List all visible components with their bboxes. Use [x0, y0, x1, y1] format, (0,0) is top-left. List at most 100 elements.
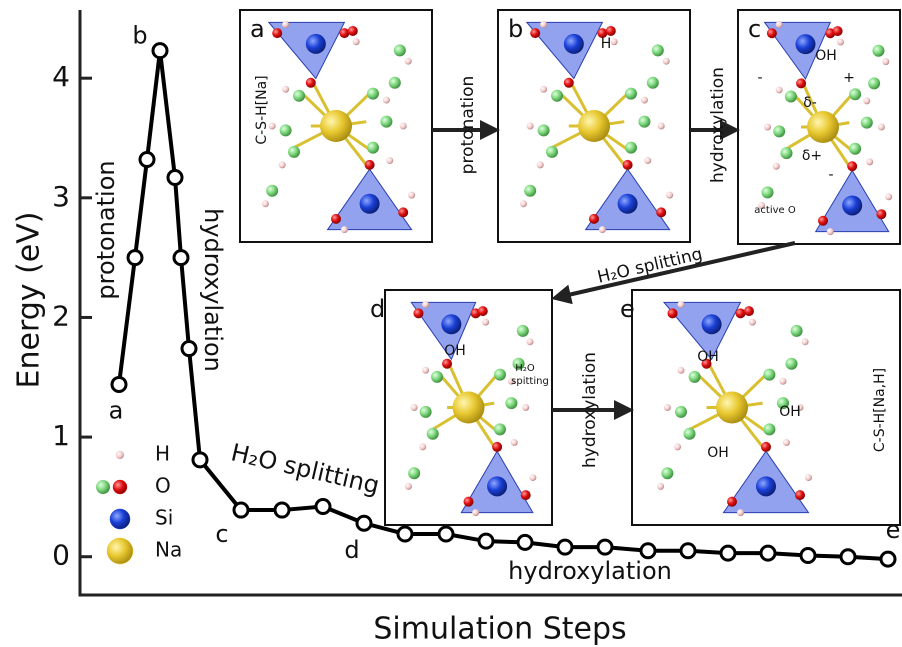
- atom: [472, 509, 479, 516]
- atom: [763, 423, 775, 435]
- energy-point: [153, 44, 167, 58]
- atom: [773, 163, 780, 170]
- atom: [353, 38, 360, 45]
- energy-point: [112, 377, 126, 391]
- atom: [661, 467, 673, 479]
- atom: [666, 192, 673, 199]
- atom: [761, 442, 771, 452]
- inset-text: OH: [815, 48, 837, 64]
- inset-text: +: [843, 70, 855, 86]
- atom: [785, 90, 797, 102]
- atom: [453, 392, 485, 424]
- inset-panel: d: [370, 290, 552, 525]
- atom: [652, 44, 664, 56]
- atom: [266, 185, 278, 197]
- atom: [405, 483, 412, 490]
- atom: [664, 404, 671, 411]
- inset-panel: b: [498, 10, 690, 242]
- atom: [842, 195, 862, 215]
- atom: [578, 110, 610, 142]
- energy-point: [398, 527, 412, 541]
- atom: [494, 423, 506, 435]
- atom: [882, 58, 889, 65]
- atom: [807, 111, 839, 143]
- atom: [878, 124, 885, 131]
- energy-point: [841, 550, 855, 564]
- atom: [684, 428, 696, 440]
- atom: [540, 86, 547, 93]
- atom: [776, 86, 783, 93]
- atom: [599, 226, 606, 233]
- atom: [727, 497, 737, 507]
- atom: [405, 58, 412, 65]
- inset-letter: c: [748, 15, 761, 43]
- atom: [737, 509, 744, 516]
- energy-point: [681, 544, 695, 558]
- atom: [885, 193, 892, 200]
- inset-text: OH: [697, 349, 719, 365]
- inset-text: δ-: [803, 95, 817, 111]
- atom: [606, 26, 616, 36]
- atom: [802, 338, 809, 345]
- atom: [389, 77, 401, 89]
- inset-text: H₂O: [515, 363, 535, 374]
- atom: [537, 161, 544, 168]
- atom: [776, 21, 783, 28]
- legend-swatch: [110, 509, 130, 529]
- atom: [658, 123, 665, 130]
- atom: [520, 200, 527, 207]
- inset-text: active O: [754, 205, 796, 216]
- atom: [408, 192, 415, 199]
- atom: [420, 406, 432, 418]
- legend-swatch-secondary: [96, 480, 110, 494]
- atom: [367, 88, 379, 100]
- atom: [847, 161, 857, 171]
- energy-point: [641, 544, 655, 558]
- atom: [386, 157, 393, 164]
- y-tick-label: 1: [52, 419, 70, 452]
- atom: [365, 160, 375, 170]
- atom: [419, 443, 426, 450]
- atom: [644, 157, 651, 164]
- energy-point: [140, 153, 154, 167]
- atom: [398, 207, 408, 217]
- atom: [394, 44, 406, 56]
- atom: [657, 483, 664, 490]
- energy-point: [128, 251, 142, 265]
- atom: [494, 369, 506, 381]
- atom: [282, 86, 289, 93]
- atom: [849, 88, 861, 100]
- atom: [331, 214, 341, 224]
- figure: Energy (eV) Simulation Steps 01234abcdeC…: [0, 0, 902, 647]
- atom: [805, 474, 812, 481]
- atom: [736, 308, 746, 318]
- atom: [762, 186, 774, 198]
- arrow-label: hydroxylation: [580, 352, 600, 468]
- x-axis-label: Simulation Steps: [373, 612, 626, 647]
- atom: [279, 161, 286, 168]
- inset-letter: d: [370, 295, 385, 323]
- legend-swatch: [116, 451, 124, 459]
- atom: [623, 160, 633, 170]
- energy-point: [518, 535, 532, 549]
- atom: [339, 28, 349, 38]
- inset-text: C-S-H[Na]: [254, 75, 270, 144]
- atom: [441, 314, 461, 334]
- inset-panel: e: [620, 290, 900, 525]
- arrow-label: protonation: [458, 76, 478, 175]
- point-label: d: [344, 536, 359, 564]
- atom: [863, 97, 870, 104]
- atom: [625, 88, 637, 100]
- energy-point: [193, 453, 207, 467]
- atom: [282, 21, 289, 28]
- atom: [773, 125, 785, 137]
- atom: [262, 200, 269, 207]
- point-label: b: [132, 22, 147, 50]
- atom: [422, 367, 429, 374]
- y-tick-label: 0: [52, 539, 70, 572]
- atom: [400, 123, 407, 130]
- atom: [527, 123, 534, 130]
- atom: [306, 34, 326, 54]
- atom: [546, 146, 558, 158]
